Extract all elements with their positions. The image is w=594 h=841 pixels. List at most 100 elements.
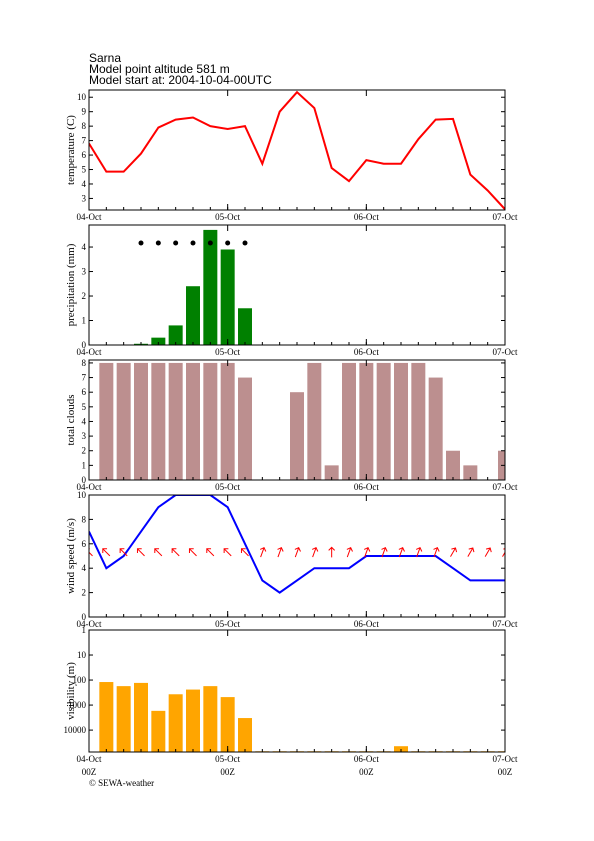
bar [186, 689, 200, 752]
bar [168, 362, 183, 480]
plot-area [89, 495, 505, 594]
wind-arrow [484, 547, 492, 557]
bar [203, 362, 218, 480]
y-axis-label: total clouds [65, 394, 77, 445]
y-axis-label: visibility (m) [65, 662, 77, 720]
x-tick-label: 05-Oct [215, 754, 240, 764]
precip-symbol [173, 240, 179, 246]
y-tick-label: 7 [82, 373, 87, 383]
y-axis-label: temperature (C) [65, 115, 77, 185]
y-tick-label: 1 [82, 316, 87, 326]
y-tick-label: 6 [82, 539, 87, 549]
plot-frame [88, 494, 506, 618]
y-tick-label: 1 [82, 460, 87, 470]
wind-arrow [154, 548, 163, 557]
wind-arrow [415, 546, 423, 558]
x-tick-sublabel: 00Z [82, 767, 97, 777]
plot-area [99, 362, 505, 480]
wind-arrow [311, 546, 319, 558]
wind-arrow [171, 548, 180, 557]
plot-area [99, 682, 505, 752]
y-tick-label: 0 [82, 612, 87, 622]
x-tick-label: 05-Oct [215, 212, 240, 222]
bar [168, 325, 183, 345]
wind-arrow [467, 547, 475, 557]
y-tick-label: 9 [82, 107, 87, 117]
x-tick-label: 04-Oct [77, 754, 102, 764]
y-tick-label: 4 [82, 179, 87, 189]
y-tick-label: 8 [82, 121, 87, 131]
y-tick-label: 10 [77, 92, 87, 102]
y-tick-label: 4 [82, 242, 87, 252]
y-tick-label: 6 [82, 387, 87, 397]
precip-symbol [138, 240, 144, 246]
wind-arrow [277, 546, 284, 558]
y-tick-label: 100 [73, 675, 87, 685]
x-tick-label: 06-Oct [354, 212, 379, 222]
bar [186, 362, 200, 480]
precip-symbol [242, 240, 248, 246]
wind-arrow [294, 546, 301, 558]
y-tick-label: 2 [82, 291, 87, 301]
bar [116, 686, 131, 752]
x-tick-sublabel: 00Z [498, 767, 513, 777]
y-axis-label: wind speed (m/s) [65, 518, 77, 594]
bar [134, 362, 148, 480]
wind-arrow [346, 546, 353, 558]
x-tick-label: 04-Oct [77, 482, 102, 492]
bar [411, 362, 426, 480]
wind-arrow [206, 548, 215, 557]
x-tick-label: 04-Oct [77, 619, 102, 629]
x-tick-label: 07-Oct [493, 347, 518, 357]
x-tick-label: 04-Oct [77, 347, 102, 357]
x-tick-label: 05-Oct [215, 347, 240, 357]
wind-arrow [223, 548, 232, 557]
bar [203, 229, 218, 345]
plot-area [134, 229, 252, 345]
bar [290, 392, 304, 480]
bar [446, 450, 460, 480]
plot-frame [88, 359, 506, 481]
y-tick-label: 2 [82, 446, 87, 456]
y-tick-label: 3 [82, 267, 87, 277]
y-tick-label: 0 [82, 340, 87, 350]
bar [376, 362, 391, 480]
x-tick-sublabel: 00Z [359, 767, 374, 777]
x-tick-label: 06-Oct [354, 619, 379, 629]
bar [238, 308, 252, 345]
y-tick-label: 0 [82, 475, 87, 485]
bar [220, 362, 235, 480]
y-tick-label: 7 [82, 136, 87, 146]
bar [238, 377, 252, 480]
bar [99, 682, 114, 752]
location-title: Sarna [89, 51, 121, 65]
precip-symbol [225, 240, 231, 246]
wind-arrow [240, 548, 249, 557]
x-tick-label: 07-Oct [493, 482, 518, 492]
bar [238, 718, 252, 752]
x-tick-label: 05-Oct [215, 482, 240, 492]
y-tick-label: 4 [82, 416, 87, 426]
y-tick-label: 6 [82, 150, 87, 160]
y-tick-label: 4 [82, 563, 87, 573]
bar [428, 377, 443, 480]
bar [168, 694, 183, 752]
wind-arrow [89, 548, 93, 557]
y-tick-label: 5 [82, 165, 87, 175]
bar [151, 362, 166, 480]
bar [116, 362, 131, 480]
y-tick-label: 2 [82, 588, 87, 598]
y-tick-label: 10000 [64, 725, 87, 735]
y-tick-label: 8 [82, 358, 87, 368]
wind-arrow [398, 546, 405, 558]
wind-arrow [188, 548, 197, 557]
bar [220, 697, 235, 752]
x-tick-label: 05-Oct [215, 619, 240, 629]
bar [307, 362, 322, 480]
x-tick-label: 06-Oct [354, 754, 379, 764]
wind-arrow [450, 547, 458, 557]
x-tick-label: 04-Oct [77, 212, 102, 222]
plot-area [89, 90, 505, 210]
wind-arrow [363, 546, 371, 558]
y-tick-label: 3 [82, 431, 87, 441]
